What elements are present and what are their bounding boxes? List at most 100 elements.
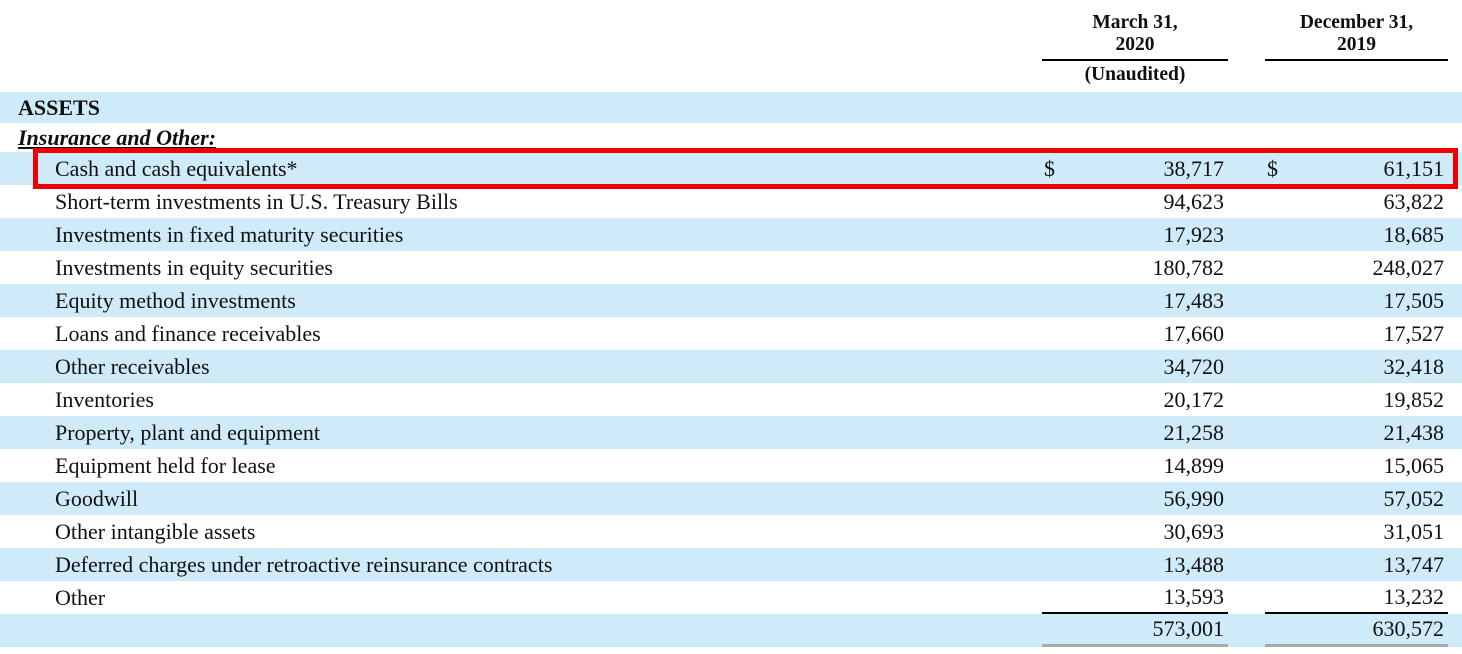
table-row: Property, plant and equipment 21,258 21,… (0, 416, 1462, 449)
row-label: Property, plant and equipment (55, 419, 320, 445)
value-cell-2020: $ 38,717 (1042, 152, 1228, 185)
table-row: Equipment held for lease 14,899 15,065 (0, 449, 1462, 482)
value-cell-2020: 13,593 (1042, 581, 1228, 614)
value-cell-2020: 17,923 (1042, 218, 1228, 251)
dollar-sign: $ (1267, 155, 1278, 181)
value-2020: 34,720 (1163, 353, 1225, 379)
value-cell-2019: 248,027 (1265, 251, 1448, 284)
value-cell-2020: 17,483 (1042, 284, 1228, 317)
total-value-2019: 630,572 (1372, 616, 1445, 641)
right-margin (1448, 449, 1462, 482)
column-gap (1228, 449, 1265, 482)
value-cell-2019: 19,852 (1265, 383, 1448, 416)
table-row: Other intangible assets 30,693 31,051 (0, 515, 1462, 548)
value-2020: 38,717 (1163, 155, 1225, 181)
value-cell-2020: 17,660 (1042, 317, 1228, 350)
value-2020: 13,593 (1163, 583, 1225, 609)
value-2019: 18,685 (1383, 221, 1445, 247)
value-2020: 30,693 (1163, 518, 1225, 544)
value-2019: 57,052 (1383, 485, 1445, 511)
row-label: Deferred charges under retroactive reins… (55, 551, 553, 577)
dollar-sign: $ (1044, 155, 1055, 181)
total-value-cell-2020: 573,001 (1042, 614, 1228, 647)
right-margin (1448, 482, 1462, 515)
value-cell-2019: 63,822 (1265, 185, 1448, 218)
value-cell-2020: 14,899 (1042, 449, 1228, 482)
right-margin (1448, 581, 1462, 614)
value-2020: 20,172 (1163, 386, 1225, 412)
column-gap (1228, 284, 1265, 317)
row-label: Loans and finance receivables (55, 320, 321, 346)
table-row: Deferred charges under retroactive reins… (0, 548, 1462, 581)
total-value-cell-2019: 630,572 (1265, 614, 1448, 647)
value-cell-2020: 56,990 (1042, 482, 1228, 515)
row-label: Other intangible assets (55, 518, 256, 544)
value-cell-2019: 57,052 (1265, 482, 1448, 515)
value-2019: 13,232 (1383, 583, 1445, 609)
value-2019: 32,418 (1383, 353, 1445, 379)
value-2020: 180,782 (1152, 254, 1225, 280)
value-cell-2019: 17,527 (1265, 317, 1448, 350)
row-label: Cash and cash equivalents* (55, 155, 298, 181)
right-margin (1448, 515, 1462, 548)
value-cell-2019: 21,438 (1265, 416, 1448, 449)
row-label: Other receivables (55, 353, 210, 379)
unaudited-note: (Unaudited) (1084, 64, 1186, 85)
column-header-december-2019-title: December 31, 2019 (1265, 0, 1448, 61)
value-2019: 17,527 (1383, 320, 1445, 346)
value-2019: 63,822 (1383, 188, 1445, 214)
right-margin (1448, 185, 1462, 218)
column-header-december-2019: December 31, 2019 (1265, 0, 1448, 92)
right-margin (1448, 218, 1462, 251)
row-label: Equipment held for lease (55, 452, 276, 478)
column-gap (1228, 251, 1265, 284)
column-gap (1228, 581, 1265, 614)
value-2019: 19,852 (1383, 386, 1445, 412)
row-label: Short-term investments in U.S. Treasury … (55, 188, 458, 214)
column-header-line2: 2020 (1115, 34, 1155, 55)
table-row: Loans and finance receivables 17,660 17,… (0, 317, 1462, 350)
value-cell-2019: 13,232 (1265, 581, 1448, 614)
group-header-label: Insurance and Other: (18, 124, 217, 150)
row-label: Investments in fixed maturity securities (55, 221, 404, 247)
value-2019: 17,505 (1383, 287, 1445, 313)
section-header-assets: ASSETS (0, 92, 1462, 123)
value-2019: 21,438 (1383, 419, 1445, 445)
column-gap (1228, 185, 1265, 218)
column-gap (1228, 482, 1265, 515)
value-cell-2019: 15,065 (1265, 449, 1448, 482)
table-row: Other 13,593 13,232 (0, 581, 1462, 614)
right-margin (1448, 614, 1462, 647)
column-header-line1: March 31, (1092, 12, 1178, 33)
value-2019: 15,065 (1383, 452, 1445, 478)
right-margin (1448, 317, 1462, 350)
column-gap (1228, 350, 1265, 383)
column-header-march-2020-title: March 31, 2020 (1042, 0, 1228, 61)
value-2020: 94,623 (1163, 188, 1225, 214)
column-gap (1228, 548, 1265, 581)
total-row: 573,001 630,572 (0, 614, 1462, 647)
column-header-december-2019-inner: December 31, 2019 (1265, 0, 1448, 92)
row-label: Goodwill (55, 485, 139, 511)
value-2019: 31,051 (1383, 518, 1445, 544)
value-2019: 248,027 (1372, 254, 1445, 280)
table-row: Goodwill 56,990 57,052 (0, 482, 1462, 515)
table-row: Cash and cash equivalents* $ 38,717 $ 61… (0, 148, 1462, 189)
value-cell-2020: 20,172 (1042, 383, 1228, 416)
value-cell-2019: $ 61,151 (1265, 152, 1448, 185)
value-2020: 17,660 (1163, 320, 1225, 346)
column-gap (1228, 317, 1265, 350)
right-margin (1448, 0, 1462, 92)
table-row: Inventories 20,172 19,852 (0, 383, 1462, 416)
right-margin (1448, 383, 1462, 416)
value-2020: 56,990 (1163, 485, 1225, 511)
right-margin (1448, 350, 1462, 383)
column-gap (1228, 416, 1265, 449)
row-label: Inventories (55, 386, 154, 412)
value-cell-2019: 17,505 (1265, 284, 1448, 317)
group-header-insurance-and-other: Insurance and Other: (0, 123, 1462, 152)
column-gap (1228, 218, 1265, 251)
value-cell-2020: 94,623 (1042, 185, 1228, 218)
empty-note (1265, 61, 1448, 86)
